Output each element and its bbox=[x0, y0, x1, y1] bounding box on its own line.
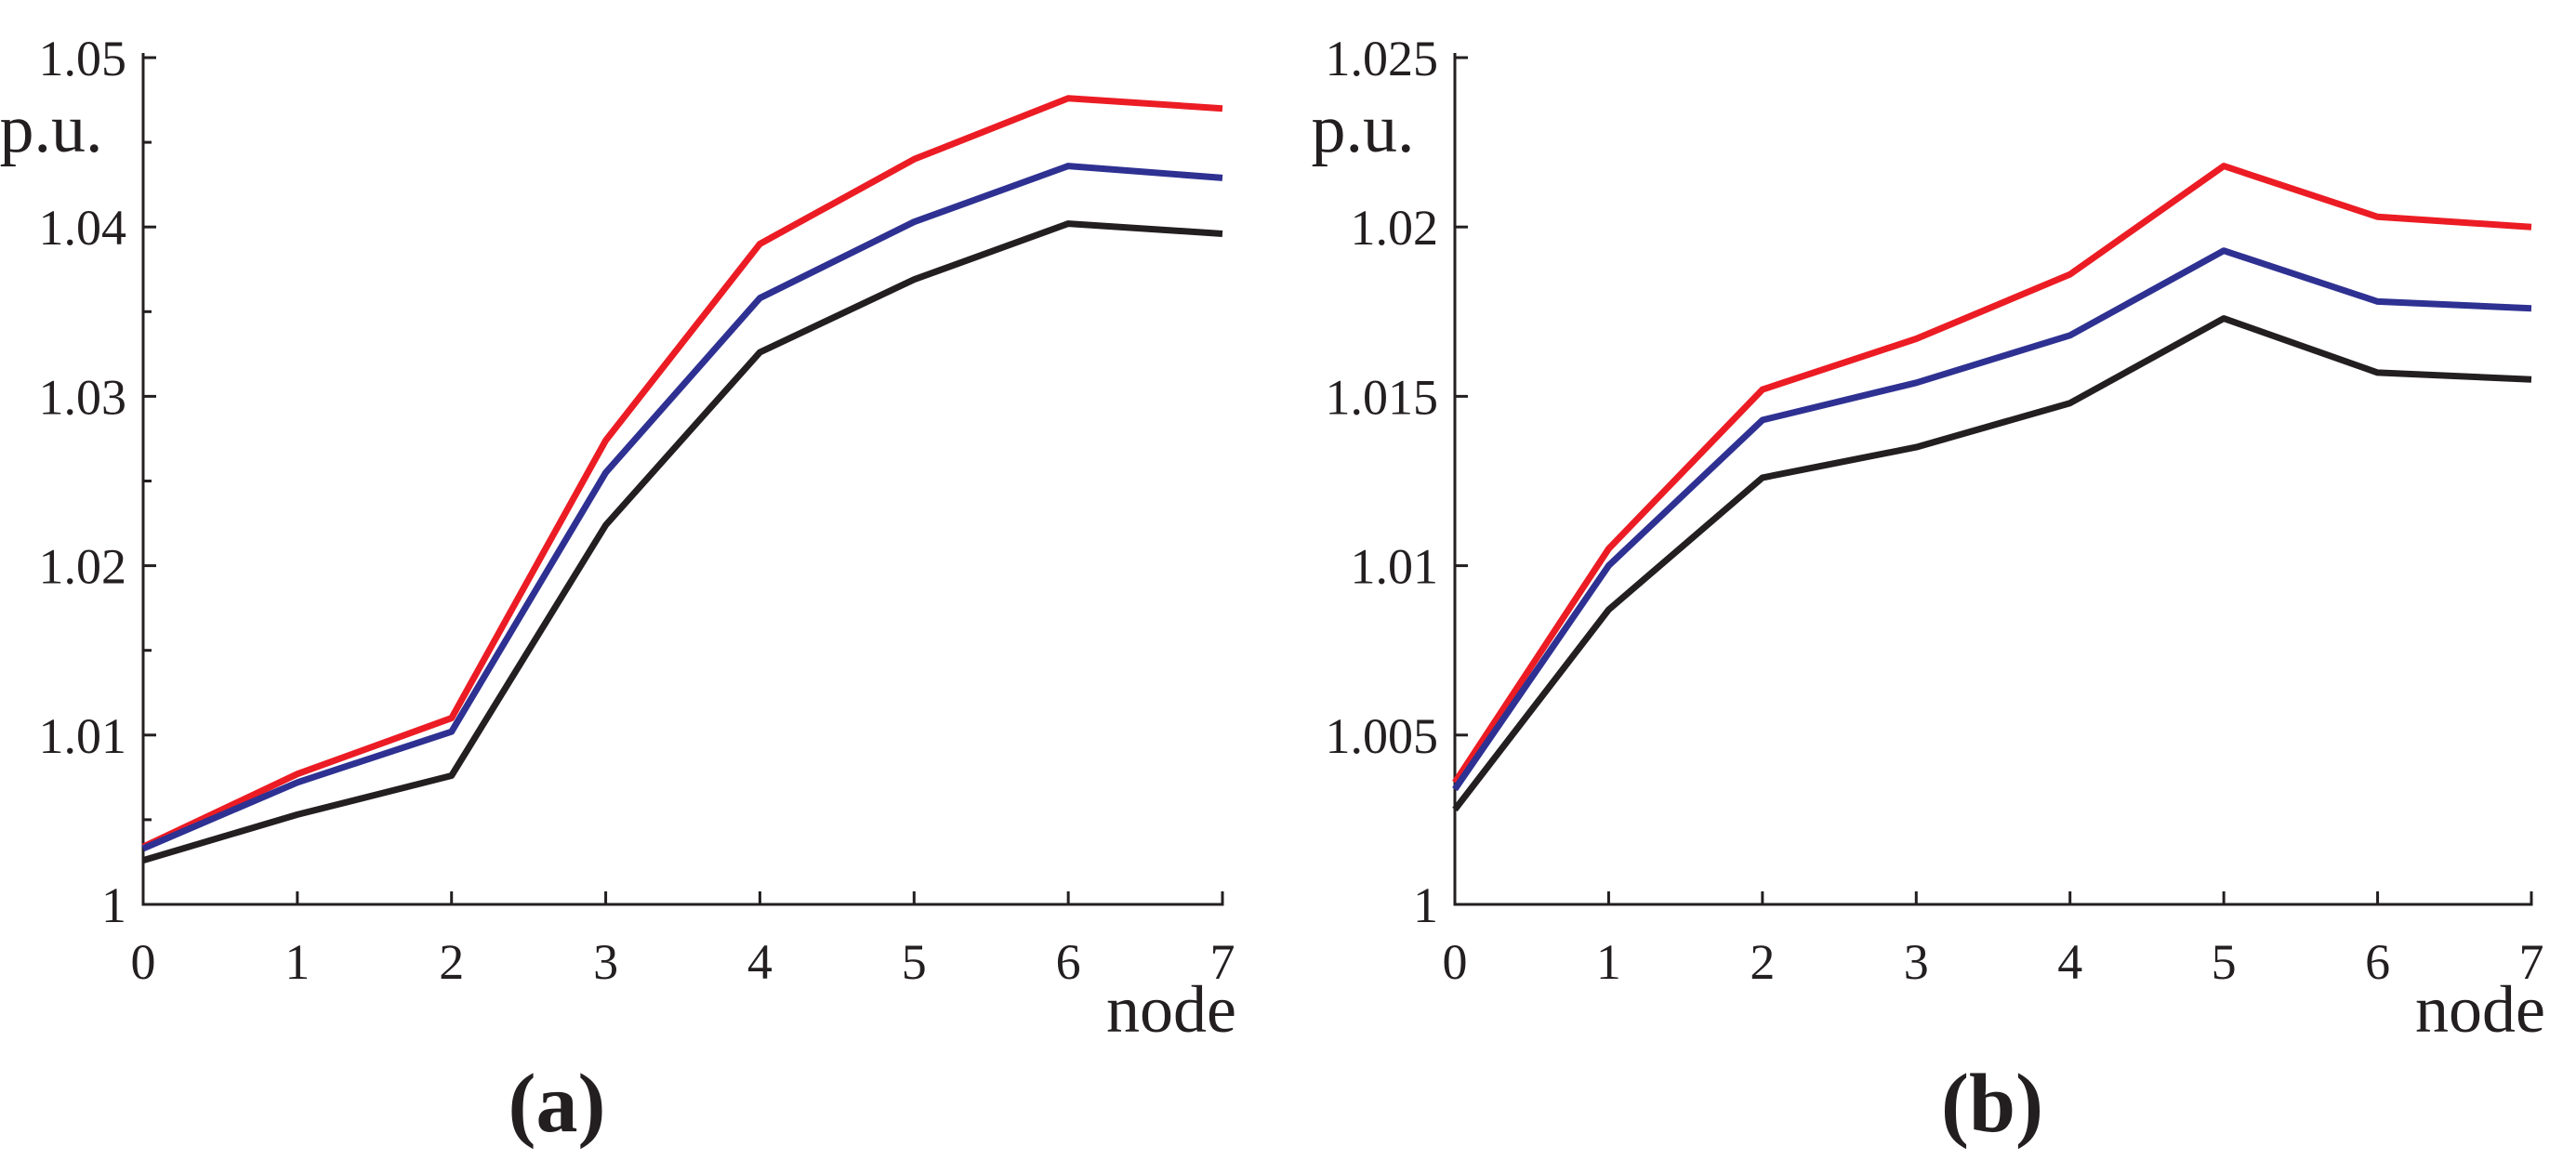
chart-b-y-unit-label: p.u. bbox=[1312, 91, 1415, 167]
y-tick-label: 1.005 bbox=[1326, 708, 1439, 764]
y-tick-label: 1.025 bbox=[1326, 31, 1439, 86]
chart-b-series-blue-line bbox=[1452, 247, 2532, 792]
x-tick-label: 4 bbox=[747, 934, 773, 990]
chart-a-sublabel: (a) bbox=[508, 1058, 606, 1150]
y-tick-label: 1 bbox=[101, 877, 126, 933]
y-tick-label: 1 bbox=[1413, 877, 1438, 933]
chart-b-series-black-line bbox=[1452, 315, 2532, 812]
x-tick-label: 4 bbox=[2057, 934, 2082, 990]
x-tick-label: 1 bbox=[284, 934, 310, 990]
x-tick-label: 6 bbox=[2365, 934, 2390, 990]
y-tick-label: 1.03 bbox=[39, 369, 127, 425]
chart-b-x-axis-title: node bbox=[2415, 972, 2545, 1047]
x-tick-label: 0 bbox=[1443, 934, 1468, 990]
y-tick-label: 1.02 bbox=[39, 539, 127, 595]
x-tick-label: 3 bbox=[593, 934, 618, 990]
y-tick-label: 1.015 bbox=[1326, 369, 1439, 425]
chart-a-series-black-line bbox=[142, 220, 1223, 863]
chart-b-sublabel: (b) bbox=[1941, 1058, 2043, 1150]
y-tick-label: 1.01 bbox=[39, 708, 127, 764]
x-tick-label: 1 bbox=[1596, 934, 1621, 990]
x-tick-label: 5 bbox=[902, 934, 927, 990]
y-tick-label: 1.05 bbox=[39, 31, 127, 86]
chart-b-series-red-line bbox=[1452, 163, 2532, 784]
chart-a-y-unit-label: p.u. bbox=[0, 91, 103, 167]
x-tick-label: 0 bbox=[131, 934, 156, 990]
chart-a-series-red-line bbox=[141, 95, 1223, 850]
chart-a: 11.011.021.031.041.050 1 2 3 4 5 6 7p.u.node bbox=[0, 31, 1236, 1047]
x-tick-label: 3 bbox=[1904, 934, 1929, 990]
x-tick-label: 2 bbox=[1750, 934, 1775, 990]
x-tick-label: 7 bbox=[1210, 934, 1235, 990]
y-tick-label: 1.04 bbox=[39, 200, 127, 256]
x-tick-label: 5 bbox=[2212, 934, 2237, 990]
x-tick-label: 7 bbox=[2519, 934, 2544, 990]
y-tick-label: 1.01 bbox=[1351, 539, 1439, 595]
chart-a-x-axis-title: node bbox=[1106, 972, 1236, 1047]
x-tick-label: 2 bbox=[439, 934, 464, 990]
chart-a-series-blue-line bbox=[141, 163, 1223, 852]
y-tick-label: 1.02 bbox=[1351, 200, 1439, 256]
x-tick-label: 6 bbox=[1056, 934, 1081, 990]
